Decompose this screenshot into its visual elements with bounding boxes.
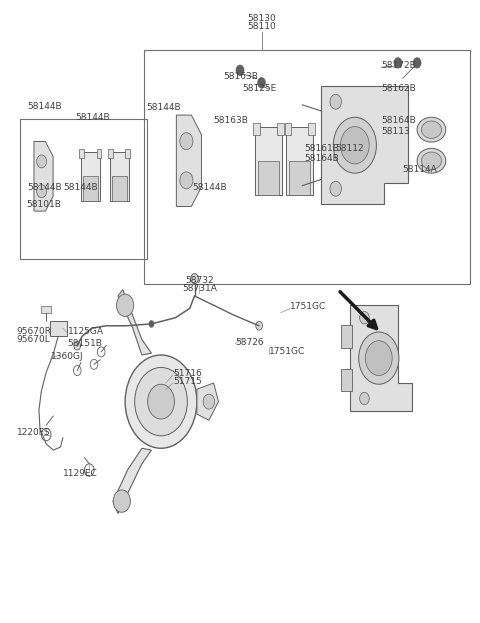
Bar [340, 369, 352, 391]
Text: 58164B: 58164B [305, 154, 339, 163]
Text: 58101B: 58101B [26, 200, 61, 209]
Circle shape [236, 65, 244, 76]
Polygon shape [197, 383, 218, 421]
Text: 58162B: 58162B [381, 85, 416, 93]
Circle shape [256, 321, 263, 330]
Text: 58161B: 58161B [305, 144, 339, 153]
Polygon shape [118, 290, 152, 355]
Circle shape [330, 181, 341, 196]
Circle shape [333, 117, 376, 173]
Text: 58163B: 58163B [214, 115, 249, 125]
Polygon shape [176, 115, 202, 206]
Circle shape [36, 155, 47, 168]
Text: 58144B: 58144B [27, 183, 61, 192]
Text: 1125GA: 1125GA [68, 327, 104, 336]
Circle shape [180, 133, 193, 150]
Circle shape [365, 341, 392, 376]
Text: 58125E: 58125E [242, 85, 276, 93]
Text: 51716: 51716 [173, 369, 202, 378]
Circle shape [36, 185, 47, 197]
Text: 58144B: 58144B [192, 183, 227, 192]
Circle shape [113, 490, 131, 512]
Text: 58130: 58130 [247, 14, 276, 22]
Text: 95670L: 95670L [16, 335, 50, 344]
Bar [81, 151, 100, 201]
Text: 51715: 51715 [173, 378, 202, 386]
Circle shape [330, 94, 341, 109]
Bar [253, 123, 260, 135]
Bar [255, 126, 282, 195]
Bar [125, 150, 130, 158]
Circle shape [125, 355, 197, 449]
Polygon shape [34, 141, 53, 211]
Bar [108, 150, 113, 158]
Circle shape [135, 368, 187, 436]
Bar [111, 176, 127, 201]
Text: 1129EC: 1129EC [63, 468, 97, 478]
Circle shape [148, 384, 174, 419]
Circle shape [359, 332, 399, 384]
Ellipse shape [421, 121, 442, 138]
Bar [96, 150, 101, 158]
Text: 58164B: 58164B [381, 115, 416, 125]
Bar [41, 306, 51, 313]
Text: 58726: 58726 [235, 338, 264, 347]
Bar [285, 123, 291, 135]
Polygon shape [113, 449, 152, 513]
Text: 58144B: 58144B [27, 102, 61, 111]
Polygon shape [350, 305, 412, 411]
Text: 58731A: 58731A [182, 284, 217, 293]
Circle shape [180, 172, 193, 189]
Text: 58151B: 58151B [68, 340, 103, 348]
Circle shape [117, 294, 134, 316]
Circle shape [360, 392, 369, 405]
Circle shape [149, 320, 155, 328]
Text: 58144B: 58144B [63, 183, 97, 192]
Bar [277, 123, 284, 135]
Ellipse shape [417, 148, 446, 173]
Bar [20, 119, 147, 259]
Circle shape [191, 273, 198, 283]
Text: 58110: 58110 [247, 22, 276, 31]
Text: 95670R: 95670R [16, 327, 51, 336]
Bar [289, 161, 311, 195]
Text: 58114A: 58114A [403, 165, 437, 174]
Bar [258, 161, 279, 195]
Circle shape [257, 77, 266, 88]
Bar [49, 321, 67, 336]
Polygon shape [322, 86, 408, 204]
Ellipse shape [421, 152, 442, 169]
Bar [340, 325, 352, 348]
Text: 58732: 58732 [185, 276, 214, 285]
Text: 58112: 58112 [336, 144, 364, 153]
Text: 58144B: 58144B [147, 103, 181, 112]
Circle shape [203, 394, 215, 409]
Bar [83, 176, 98, 201]
Text: 58113: 58113 [381, 126, 410, 136]
Bar [144, 50, 470, 283]
Circle shape [74, 341, 81, 350]
Bar [309, 123, 315, 135]
Text: 1751GC: 1751GC [269, 348, 305, 356]
Bar [79, 150, 84, 158]
Circle shape [394, 57, 402, 69]
Text: 1360GJ: 1360GJ [51, 352, 84, 361]
Text: 1751GC: 1751GC [290, 302, 326, 311]
Circle shape [360, 312, 369, 324]
Bar [109, 151, 129, 201]
Text: 58163B: 58163B [223, 72, 258, 81]
Text: 58172B: 58172B [381, 62, 416, 70]
Circle shape [340, 126, 369, 164]
Text: 1220FS: 1220FS [16, 428, 50, 437]
Text: 58144B: 58144B [75, 113, 109, 122]
Ellipse shape [417, 117, 446, 142]
Circle shape [413, 57, 421, 69]
Bar [287, 126, 313, 195]
